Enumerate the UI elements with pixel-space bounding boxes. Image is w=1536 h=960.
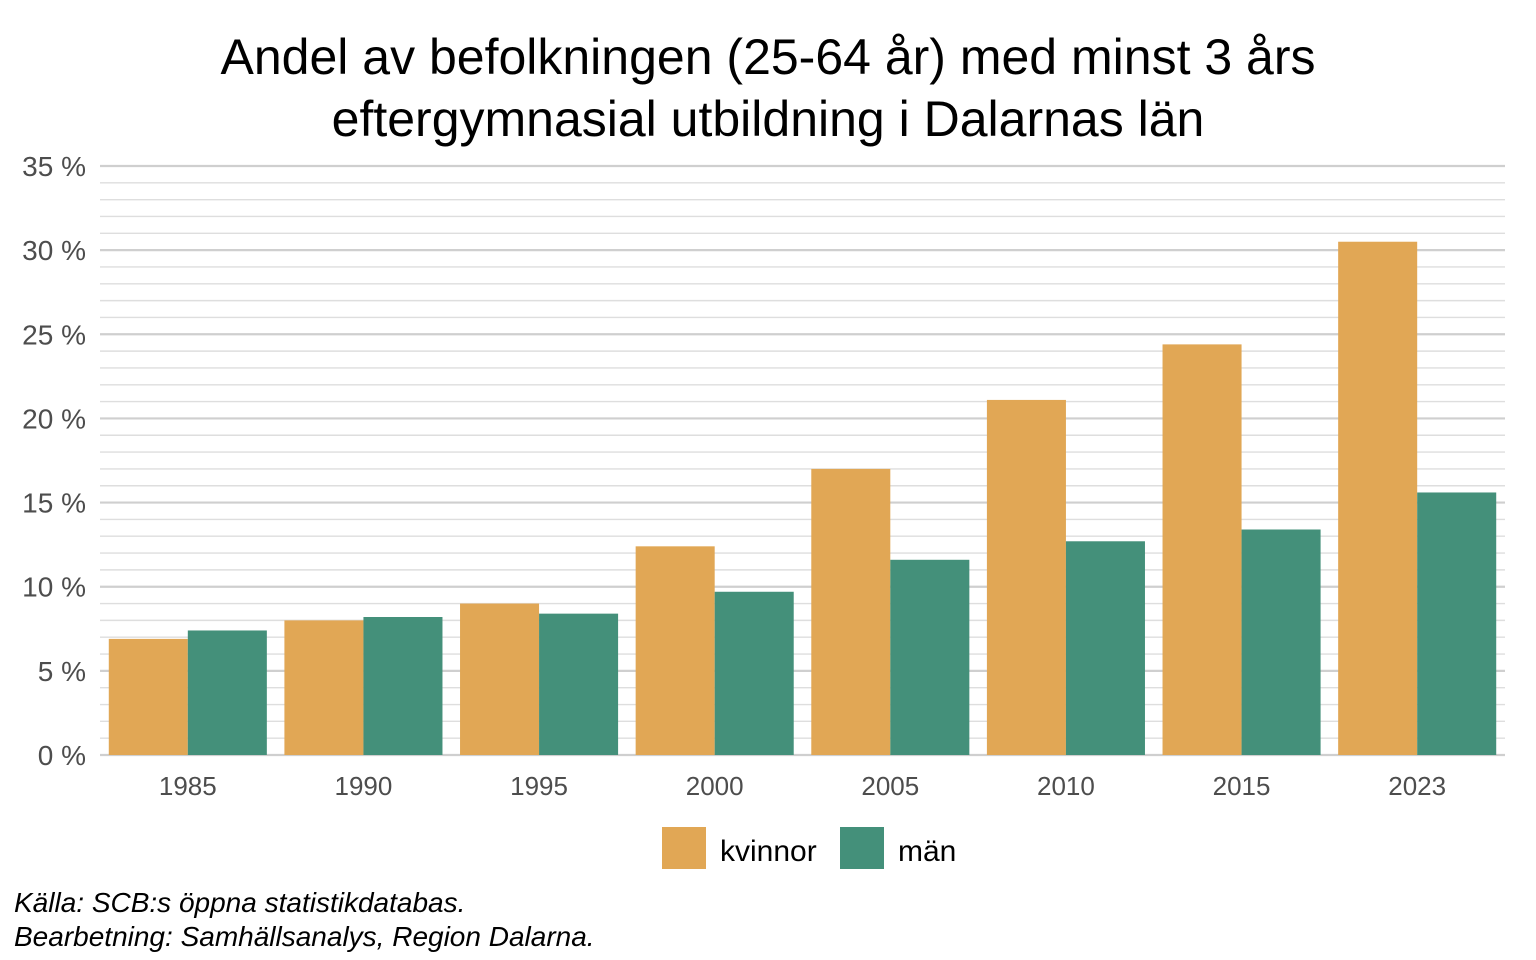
legend-swatch-män [840, 827, 884, 869]
y-tick-label: 25 % [22, 319, 86, 350]
bar-män-2005 [890, 559, 970, 755]
x-tick-label: 2023 [1388, 771, 1446, 801]
x-tick-label: 2015 [1213, 771, 1271, 801]
legend-swatch-kvinnor [662, 827, 706, 869]
bar-kvinnor-2010 [986, 399, 1066, 755]
x-tick-label: 1985 [159, 771, 217, 801]
legend-label-kvinnor: kvinnor [720, 835, 817, 868]
x-tick-label: 1995 [510, 771, 568, 801]
y-tick-label: 0 % [38, 740, 86, 771]
source-line: Källa: SCB:s öppna statistikdatabas. [14, 887, 466, 918]
processing-line: Bearbetning: Samhällsanalys, Region Dala… [14, 921, 595, 952]
y-tick-label: 10 % [22, 572, 86, 603]
y-tick-label: 5 % [38, 656, 86, 687]
x-tick-label: 2005 [861, 771, 919, 801]
bar-kvinnor-2015 [1162, 344, 1242, 755]
y-axis-ticks: 0 % 5 % 10 % 15 % 20 % 25 % 30 % 35 % [22, 151, 86, 771]
bar-män-1990 [363, 617, 443, 755]
chart-title-line-1: Andel av befolkningen (25-64 år) med min… [220, 29, 1316, 85]
legend-label-män: män [898, 835, 956, 868]
y-tick-label: 30 % [22, 235, 86, 266]
bar-män-2010 [1065, 541, 1145, 755]
bar-kvinnor-1995 [460, 603, 540, 755]
bar-kvinnor-2023 [1338, 241, 1418, 755]
legend: kvinnor män [662, 827, 956, 869]
chart-title-line-2: eftergymnasial utbildning i Dalarnas län [331, 91, 1205, 147]
y-tick-label: 20 % [22, 403, 86, 434]
bar-kvinnor-2000 [635, 546, 715, 755]
y-tick-label: 15 % [22, 488, 86, 519]
bar-kvinnor-1990 [284, 620, 364, 755]
x-tick-label: 2000 [686, 771, 744, 801]
bar-män-1995 [539, 613, 619, 755]
x-axis-ticks: 1985 1990 1995 2000 2005 2010 2015 2023 [159, 771, 1446, 801]
x-tick-label: 1990 [335, 771, 393, 801]
bar-kvinnor-1985 [108, 638, 188, 755]
y-tick-label: 35 % [22, 151, 86, 182]
source-caption: Källa: SCB:s öppna statistikdatabas. Bea… [14, 886, 595, 954]
bar-män-2000 [714, 591, 794, 755]
chart-title: Andel av befolkningen (25-64 år) med min… [0, 26, 1536, 150]
bar-män-2023 [1417, 492, 1497, 755]
bar-män-2015 [1241, 529, 1321, 755]
bars [108, 241, 1497, 755]
x-tick-label: 2010 [1037, 771, 1095, 801]
bar-män-1985 [187, 630, 267, 755]
bar-kvinnor-2005 [811, 468, 891, 755]
